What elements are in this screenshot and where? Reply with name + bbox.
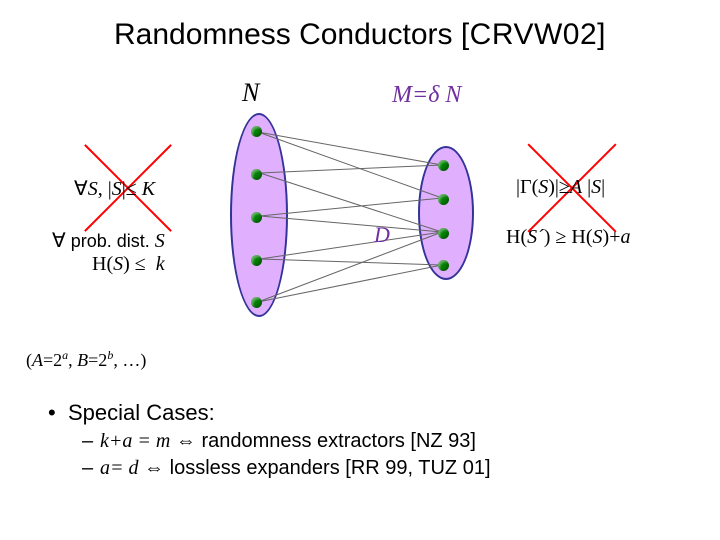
bullet2-text: lossless expanders [RR 99, TUZ 01] — [170, 457, 491, 479]
right-dot — [438, 228, 449, 239]
slide-title: Randomness Conductors [CRVW02] — [0, 18, 720, 52]
forall-s-text: ∀S, |S|≤ K — [74, 176, 155, 201]
bullet1-arrow: ⇔ — [170, 430, 201, 452]
h-prime-text: H(S´) ≥ H(S)+a — [506, 226, 630, 249]
title-citation: [CRVW02] — [461, 18, 606, 51]
forall-sym: ∀ — [52, 230, 66, 252]
bullet-list: • Special Cases: –k+a = m ⇔ randomness e… — [48, 398, 491, 482]
gamma-bound-text: |Γ(S)|≥A |S| — [516, 176, 605, 199]
prob-dist-text: ∀ prob. dist. S — [52, 228, 165, 253]
left-dot — [251, 255, 262, 266]
delta-text: δ — [428, 82, 445, 108]
m-label: M=δ N — [392, 82, 461, 109]
bullet2-arrow: ⇔ — [139, 457, 170, 479]
prob-s: S — [155, 230, 165, 252]
left-dot — [251, 126, 262, 137]
right-dot — [438, 194, 449, 205]
slide-root: Randomness Conductors [CRVW02] N M=δ N ∀… — [0, 0, 720, 540]
bullet-item-1: –k+a = m ⇔ randomness extractors [NZ 93] — [82, 428, 491, 455]
bullet-item-2: –a= d ⇔ lossless expanders [RR 99, TUZ 0… — [82, 455, 491, 482]
m-n-text: N — [445, 82, 461, 108]
m-text: M — [392, 82, 412, 108]
d-label: D — [374, 222, 390, 248]
title-main: Randomness Conductors — [114, 18, 461, 51]
left-dot — [251, 169, 262, 180]
n-label: N — [242, 78, 259, 108]
bullet1-math: k+a = m — [100, 430, 170, 452]
left-dot — [251, 212, 262, 223]
bullet1-text: randomness extractors [NZ 93] — [201, 430, 476, 452]
param-note: (A=2a, B=2b, …) — [26, 348, 146, 371]
right-dot — [438, 160, 449, 171]
h-bound-text: H(S) ≤ k — [92, 253, 165, 276]
right-dot — [438, 260, 449, 271]
prob-dist-phrase: prob. dist. — [66, 231, 155, 251]
bullet2-math: a= d — [100, 457, 139, 479]
left-dot — [251, 297, 262, 308]
bullet-head-text: Special Cases: — [68, 400, 215, 425]
bullet-head: • Special Cases: — [48, 398, 491, 428]
